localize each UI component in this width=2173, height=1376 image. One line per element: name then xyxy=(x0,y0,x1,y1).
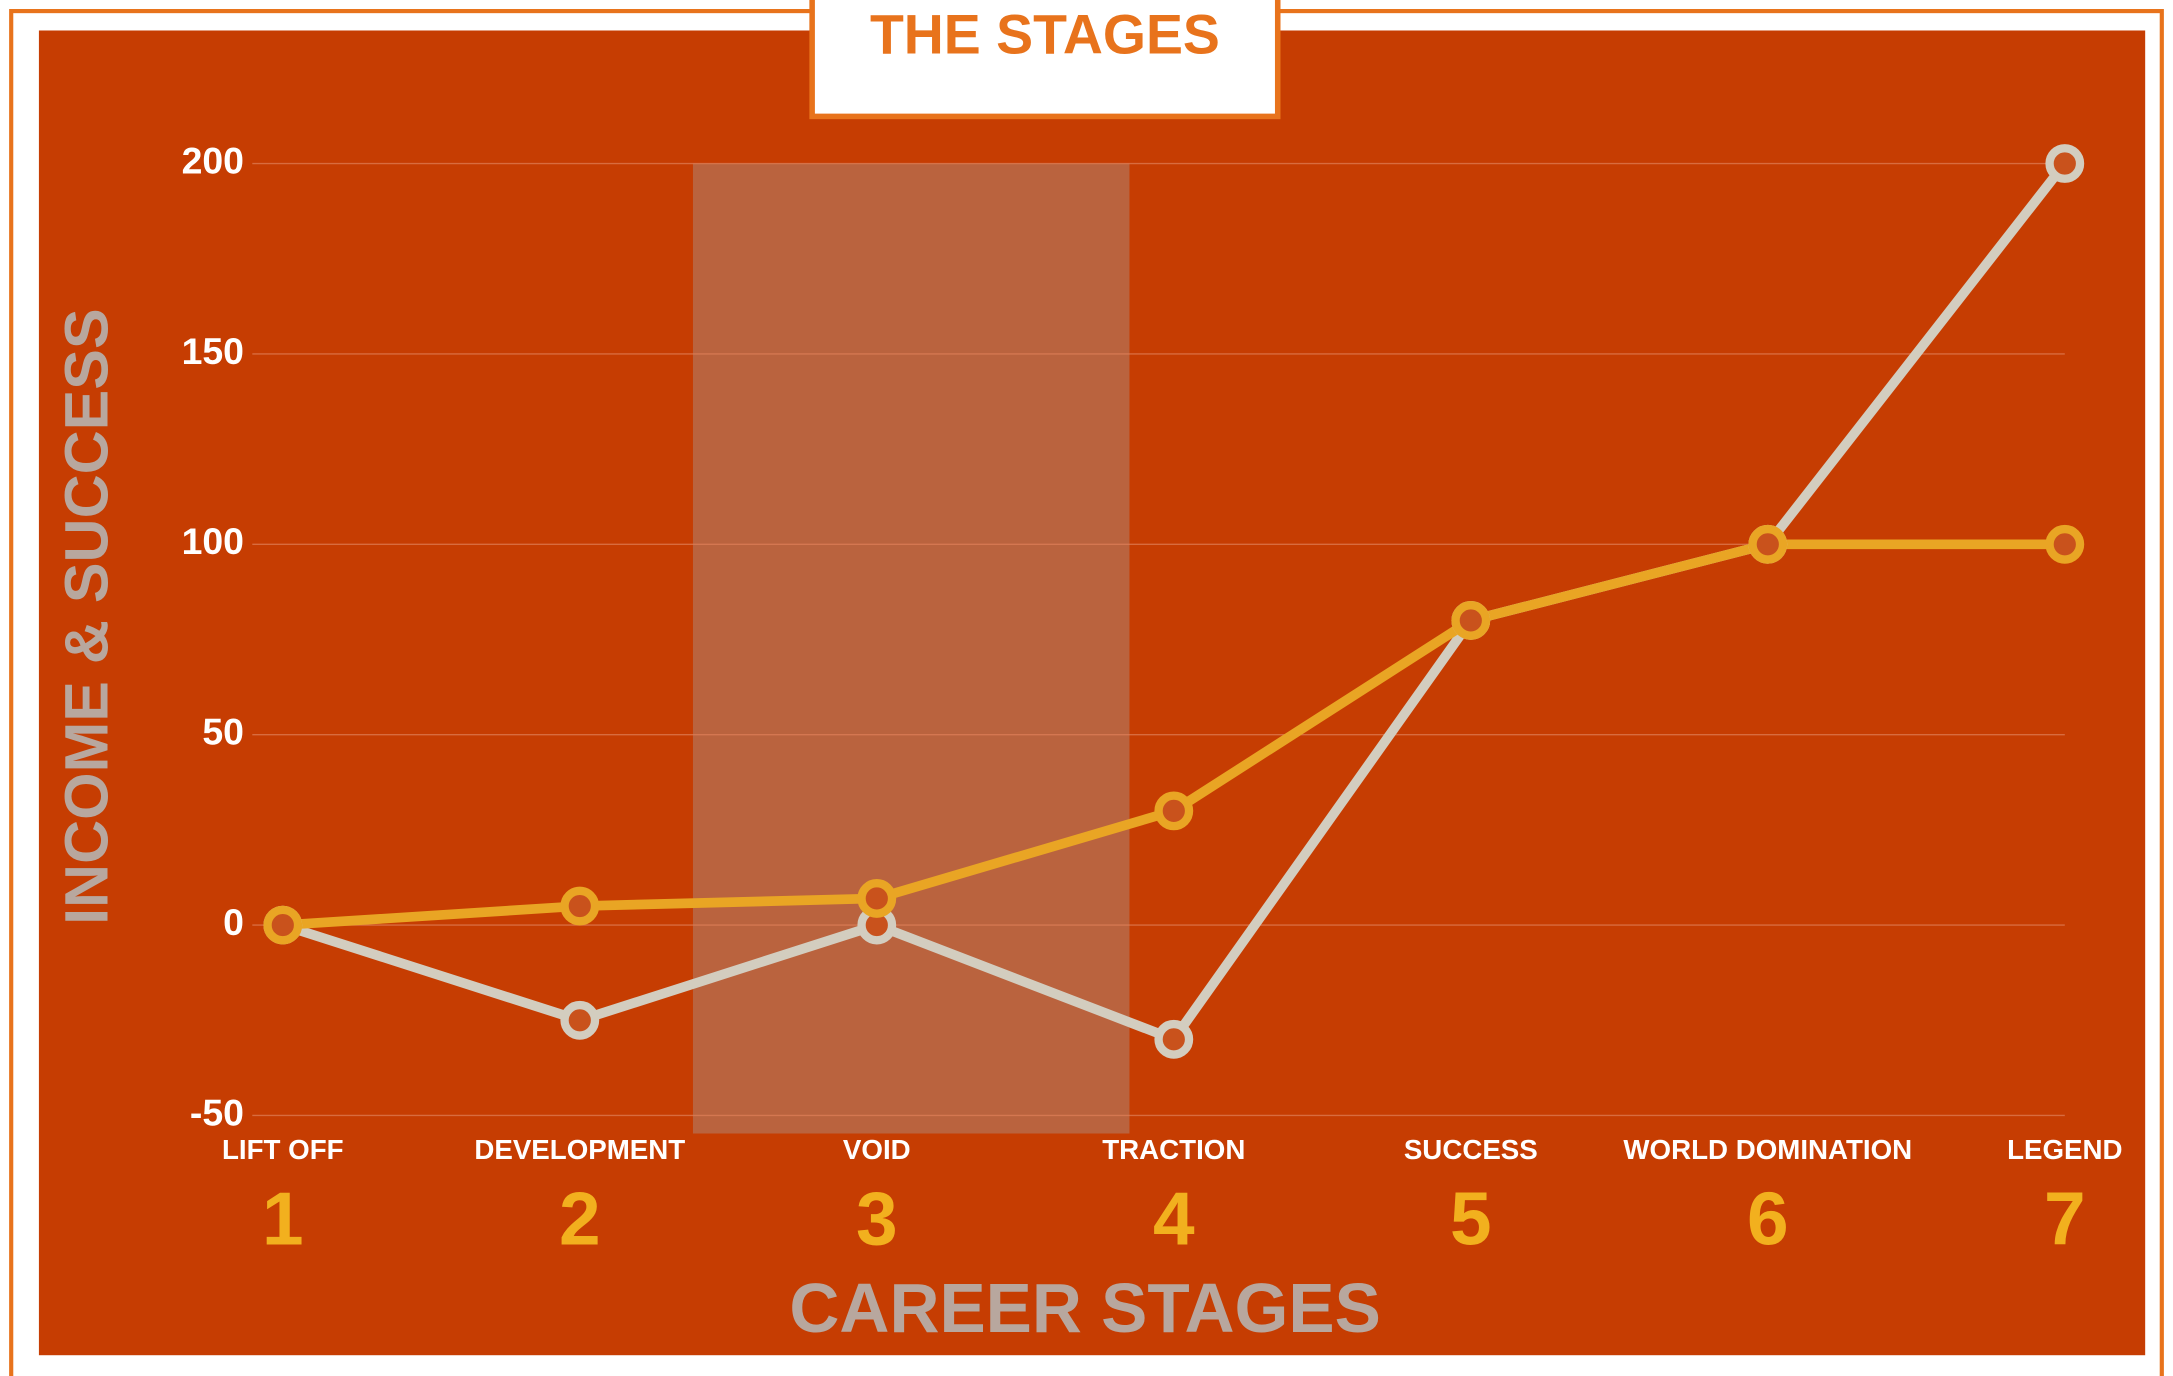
stage-number: 5 xyxy=(1450,1177,1492,1261)
stage-number: 7 xyxy=(2044,1177,2086,1261)
point-marker xyxy=(1748,524,1788,564)
x-axis-label: CAREER STAGES xyxy=(789,1269,1380,1347)
point-marker xyxy=(1451,601,1491,640)
point-marker xyxy=(1154,1019,1194,1059)
y-tick-label: -50 xyxy=(190,1091,244,1133)
point-marker xyxy=(2045,144,2085,183)
y-tick-label: 0 xyxy=(223,901,244,943)
chart-title: THE STAGES xyxy=(870,3,1220,65)
title-box xyxy=(809,0,1281,120)
x-tick-label: SUCCESS xyxy=(1404,1134,1538,1165)
x-tick-label: TRACTION xyxy=(1102,1134,1245,1165)
point-marker xyxy=(2045,524,2085,564)
x-tick-label: VOID xyxy=(843,1134,911,1165)
point-marker xyxy=(263,905,303,945)
y-tick-label: 50 xyxy=(202,711,244,753)
y-tick-label: 100 xyxy=(182,520,244,562)
point-marker xyxy=(560,1000,600,1040)
void-highlight xyxy=(692,163,1130,1134)
stage-number: 3 xyxy=(856,1177,898,1261)
y-tick-label: 150 xyxy=(182,330,244,372)
x-tick-label: LIFT OFF xyxy=(222,1134,344,1165)
point-marker xyxy=(857,879,897,918)
stage-number: 6 xyxy=(1747,1177,1789,1261)
x-tick-label: LEGEND xyxy=(2007,1134,2122,1165)
stage-number: 2 xyxy=(559,1177,601,1261)
y-tick-label: 200 xyxy=(182,139,244,181)
point-marker xyxy=(560,886,600,926)
x-tick-label: WORLD DOMINATION xyxy=(1623,1134,1912,1165)
panel xyxy=(38,30,2146,1356)
stage-number: 4 xyxy=(1153,1177,1195,1261)
point-marker xyxy=(1154,791,1194,831)
x-tick-label: DEVELOPMENT xyxy=(474,1134,685,1165)
stage-number: 1 xyxy=(262,1177,304,1261)
y-axis-label: INCOME & SUCCESS xyxy=(53,308,121,925)
